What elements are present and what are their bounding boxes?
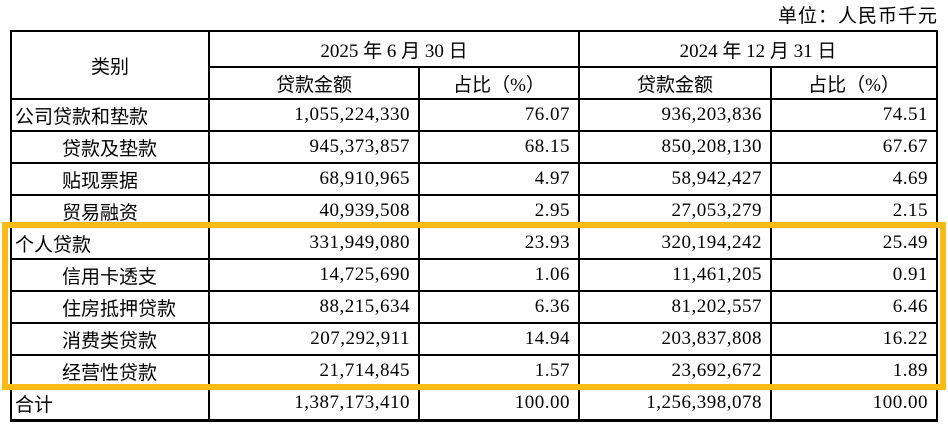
- row-category: 贷款及垫款: [10, 130, 210, 164]
- row-pct-2025: 4.97: [417, 162, 581, 196]
- row-pct-2024: 67.67: [770, 130, 939, 164]
- pct-header-2025: 占比（%）: [417, 66, 581, 100]
- row-pct-2024: 4.69: [770, 162, 939, 196]
- row-amount-2024: 850,208,130: [578, 130, 773, 164]
- row-category: 贸易融资: [10, 194, 210, 228]
- row-amount-2024: 23,692,672: [578, 354, 773, 388]
- row-amount-2025: 21,714,845: [208, 354, 420, 388]
- amount-header-2025: 贷款金额: [208, 66, 420, 100]
- row-pct-2025: 68.15: [417, 130, 581, 164]
- row-amount-2025: 68,910,965: [208, 162, 420, 196]
- period-header-row: 类别 2025 年 6 月 30 日 2024 年 12 月 31 日: [10, 30, 939, 100]
- row-category: 住房抵押贷款: [10, 290, 210, 324]
- table-row-discounted-bills: 贴现票据 68,910,965 4.97 58,942,427 4.69: [10, 162, 939, 196]
- row-pct-2024: 1.89: [770, 354, 939, 388]
- row-pct-2025: 6.36: [417, 290, 581, 324]
- table-row-loans-advances: 贷款及垫款 945,373,857 68.15 850,208,130 67.6…: [10, 130, 939, 164]
- row-amount-2025: 88,215,634: [208, 290, 420, 324]
- row-amount-2024: 203,837,808: [578, 322, 773, 356]
- row-amount-2025: 207,292,911: [208, 322, 420, 356]
- row-category: 消费类贷款: [10, 322, 210, 356]
- row-amount-2024: 936,203,836: [578, 98, 773, 132]
- table-row-total: 合计 1,387,173,410 100.00 1,256,398,078 10…: [10, 386, 939, 422]
- row-pct-2025: 100.00: [417, 386, 581, 422]
- row-pct-2024: 25.49: [770, 226, 939, 260]
- category-header: 类别: [10, 30, 210, 100]
- row-amount-2024: 81,202,557: [578, 290, 773, 324]
- row-pct-2024: 74.51: [770, 98, 939, 132]
- period-header-2024: 2024 年 12 月 31 日: [578, 30, 939, 68]
- row-pct-2025: 14.94: [417, 322, 581, 356]
- table-row-corporate-loans: 公司贷款和垫款 1,055,224,330 76.07 936,203,836 …: [10, 98, 939, 132]
- row-pct-2024: 100.00: [770, 386, 939, 422]
- row-amount-2025: 14,725,690: [208, 258, 420, 292]
- table-row-credit-card-overdraft: 信用卡透支 14,725,690 1.06 11,461,205 0.91: [10, 258, 939, 292]
- row-category: 个人贷款: [10, 226, 210, 260]
- row-pct-2024: 16.22: [770, 322, 939, 356]
- row-amount-2025: 1,387,173,410: [208, 386, 420, 422]
- row-category: 经营性贷款: [10, 354, 210, 388]
- row-pct-2024: 6.46: [770, 290, 939, 324]
- row-category: 公司贷款和垫款: [10, 98, 210, 132]
- row-amount-2024: 58,942,427: [578, 162, 773, 196]
- row-pct-2025: 1.57: [417, 354, 581, 388]
- row-pct-2024: 2.15: [770, 194, 939, 228]
- row-amount-2025: 40,939,508: [208, 194, 420, 228]
- row-pct-2025: 2.95: [417, 194, 581, 228]
- sub-header-row: 贷款金额 占比（%） 贷款金额 占比（%）: [11, 66, 939, 100]
- row-amount-2024: 1,256,398,078: [578, 386, 773, 422]
- row-category: 合计: [10, 386, 210, 422]
- table-row-trade-finance: 贸易融资 40,939,508 2.95 27,053,279 2.15: [10, 194, 939, 228]
- row-amount-2025: 331,949,080: [208, 226, 420, 260]
- row-pct-2025: 23.93: [417, 226, 581, 260]
- row-pct-2025: 76.07: [417, 98, 581, 132]
- table-row-housing-mortgage: 住房抵押贷款 88,215,634 6.36 81,202,557 6.46: [10, 290, 939, 324]
- row-pct-2025: 1.06: [417, 258, 581, 292]
- table-row-personal-loans: 个人贷款 331,949,080 23.93 320,194,242 25.49: [10, 226, 939, 260]
- pct-header-2024: 占比（%）: [770, 66, 939, 100]
- period-header-2025: 2025 年 6 月 30 日: [207, 30, 581, 68]
- amount-header-2024: 贷款金额: [578, 66, 773, 100]
- table-row-business-loans: 经营性贷款 21,714,845 1.57 23,692,672 1.89: [10, 354, 939, 388]
- row-category: 贴现票据: [10, 162, 210, 196]
- row-amount-2025: 945,373,857: [208, 130, 420, 164]
- row-amount-2024: 320,194,242: [578, 226, 773, 260]
- row-amount-2024: 11,461,205: [578, 258, 773, 292]
- row-amount-2024: 27,053,279: [578, 194, 773, 228]
- unit-label: 单位：人民币千元: [777, 6, 938, 27]
- table-row-consumer-loans: 消费类贷款 207,292,911 14.94 203,837,808 16.2…: [10, 322, 939, 356]
- row-amount-2025: 1,055,224,330: [208, 98, 420, 132]
- row-pct-2024: 0.91: [770, 258, 939, 292]
- row-category: 信用卡透支: [10, 258, 210, 292]
- loan-breakdown-table: 类别 2025 年 6 月 30 日 2024 年 12 月 31 日 贷款金额…: [10, 30, 939, 422]
